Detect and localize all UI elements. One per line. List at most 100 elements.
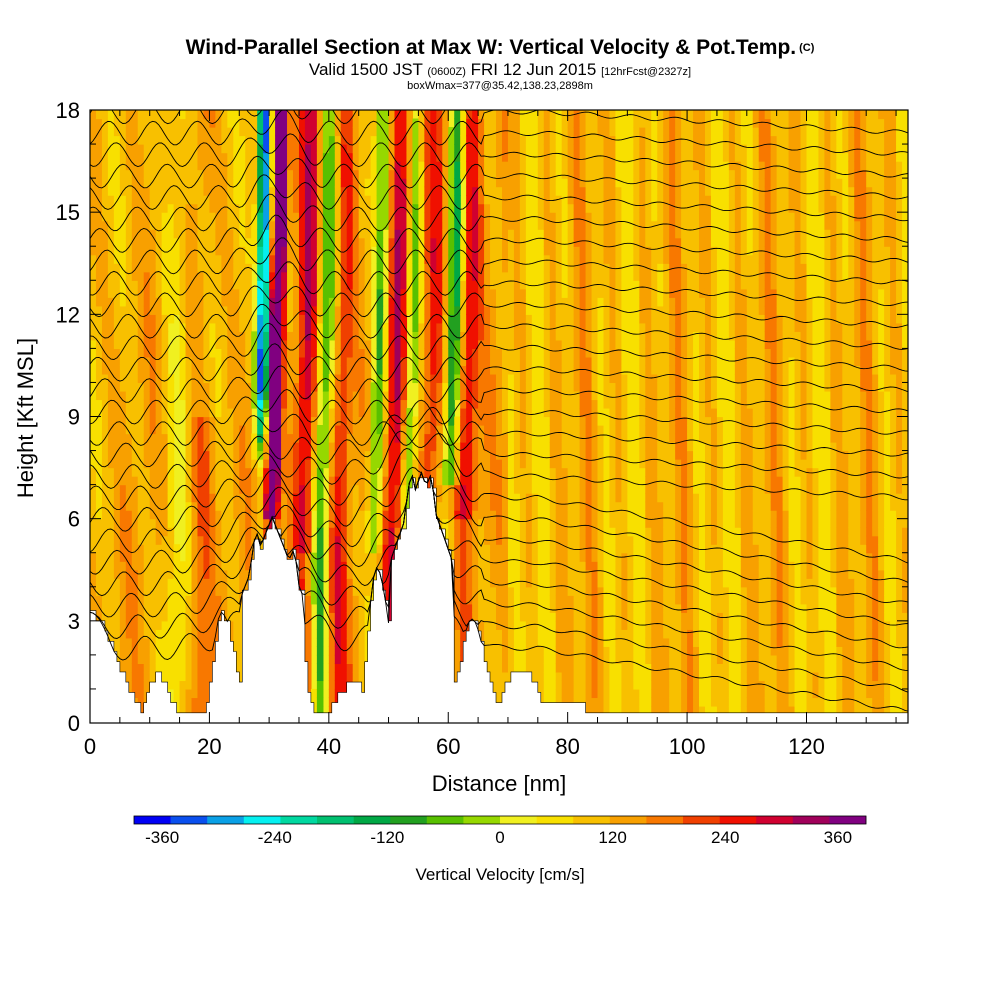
w-cell <box>496 356 503 367</box>
w-cell <box>334 442 342 452</box>
w-cell <box>358 322 366 332</box>
w-cell <box>137 195 145 205</box>
w-cell <box>352 237 360 247</box>
w-cell <box>418 246 425 256</box>
w-cell <box>490 637 497 647</box>
w-cell <box>113 118 121 128</box>
w-cell <box>496 229 503 239</box>
w-cell <box>328 229 336 239</box>
w-cell <box>275 229 282 239</box>
w-cell <box>287 442 294 452</box>
w-cell <box>119 637 127 647</box>
w-cell <box>107 195 115 205</box>
w-cell <box>394 407 402 418</box>
w-cell <box>352 127 360 137</box>
w-cell <box>149 220 157 230</box>
w-cell <box>233 263 240 273</box>
w-cell <box>328 305 336 315</box>
w-cell <box>484 356 491 367</box>
w-cell <box>239 493 246 503</box>
w-cell <box>137 212 145 222</box>
w-cell <box>269 331 276 341</box>
w-cell <box>191 663 199 673</box>
w-cell <box>322 144 330 154</box>
w-cell <box>442 297 449 307</box>
w-cell <box>113 646 121 656</box>
w-cell <box>287 169 294 179</box>
w-cell <box>281 390 288 401</box>
w-cell <box>227 586 234 596</box>
w-cell <box>460 365 467 375</box>
w-cell <box>490 237 497 247</box>
w-cell <box>328 220 336 230</box>
w-cell <box>513 425 521 435</box>
w-cell <box>466 280 473 290</box>
w-cell <box>275 416 282 426</box>
w-cell <box>352 527 360 537</box>
w-cell <box>478 561 485 571</box>
w-cell <box>334 118 342 128</box>
w-cell <box>340 595 348 605</box>
w-cell <box>257 339 264 349</box>
w-cell <box>376 220 384 230</box>
w-cell <box>149 493 157 503</box>
w-cell <box>382 322 390 332</box>
w-cell <box>161 416 169 426</box>
w-cell <box>507 603 515 613</box>
w-cell <box>466 586 473 596</box>
w-cell <box>203 110 211 120</box>
w-cell <box>454 654 461 664</box>
w-cell <box>275 450 282 460</box>
w-cell <box>460 561 467 571</box>
w-cell <box>484 297 491 307</box>
w-cell <box>484 144 491 154</box>
w-cell <box>90 169 97 179</box>
w-cell <box>197 535 205 545</box>
w-cell <box>298 561 306 571</box>
w-cell <box>269 322 276 332</box>
w-cell <box>328 654 336 664</box>
w-cell <box>346 195 354 205</box>
w-cell <box>185 433 193 443</box>
w-cell <box>251 254 258 264</box>
w-cell <box>119 416 127 426</box>
w-cell <box>161 203 169 213</box>
w-cell <box>484 229 491 239</box>
w-cell <box>496 161 503 171</box>
w-cell <box>490 280 497 290</box>
w-cell <box>90 527 97 537</box>
w-cell <box>424 169 431 179</box>
w-cell <box>293 535 300 545</box>
w-cell <box>101 425 109 435</box>
w-cell <box>334 493 342 503</box>
w-cell <box>466 144 473 154</box>
w-cell <box>107 544 115 554</box>
w-cell <box>304 118 312 128</box>
w-cell <box>406 288 414 298</box>
w-cell <box>95 110 103 120</box>
w-cell <box>298 186 306 196</box>
w-cell <box>484 561 491 571</box>
w-cell <box>490 246 497 256</box>
w-cell <box>161 493 169 503</box>
w-cell <box>418 339 425 349</box>
w-cell <box>113 535 121 545</box>
w-cell <box>269 229 276 239</box>
w-cell <box>364 110 372 120</box>
w-cell <box>173 195 181 205</box>
w-cell <box>466 246 473 256</box>
w-cell <box>227 484 234 494</box>
w-cell <box>364 118 372 128</box>
w-cell <box>227 629 234 639</box>
w-cell <box>161 280 169 290</box>
w-cell <box>454 110 461 120</box>
w-cell <box>304 195 312 205</box>
w-cell <box>179 603 187 613</box>
w-cell <box>340 237 348 247</box>
w-cell <box>173 305 181 315</box>
w-cell <box>287 399 294 409</box>
w-cell <box>370 161 378 171</box>
w-cell <box>221 237 228 247</box>
w-cell <box>346 433 354 443</box>
w-cell <box>358 390 366 401</box>
